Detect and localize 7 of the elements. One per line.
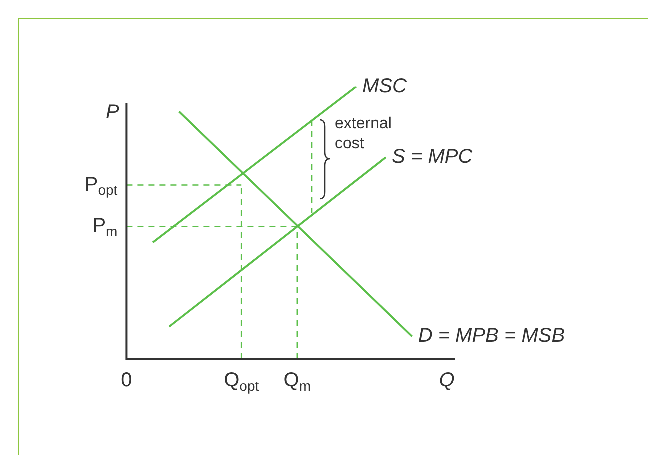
series-label: S = MPC [392, 146, 474, 168]
annotation: external cost [335, 115, 392, 152]
series-label: D = MPB = MSB [418, 325, 566, 348]
x-tick-label: 0 [121, 370, 132, 392]
series-label: MSC [362, 75, 408, 98]
y-axis-title: P [106, 102, 120, 124]
x-axis-title: Q [439, 370, 455, 392]
